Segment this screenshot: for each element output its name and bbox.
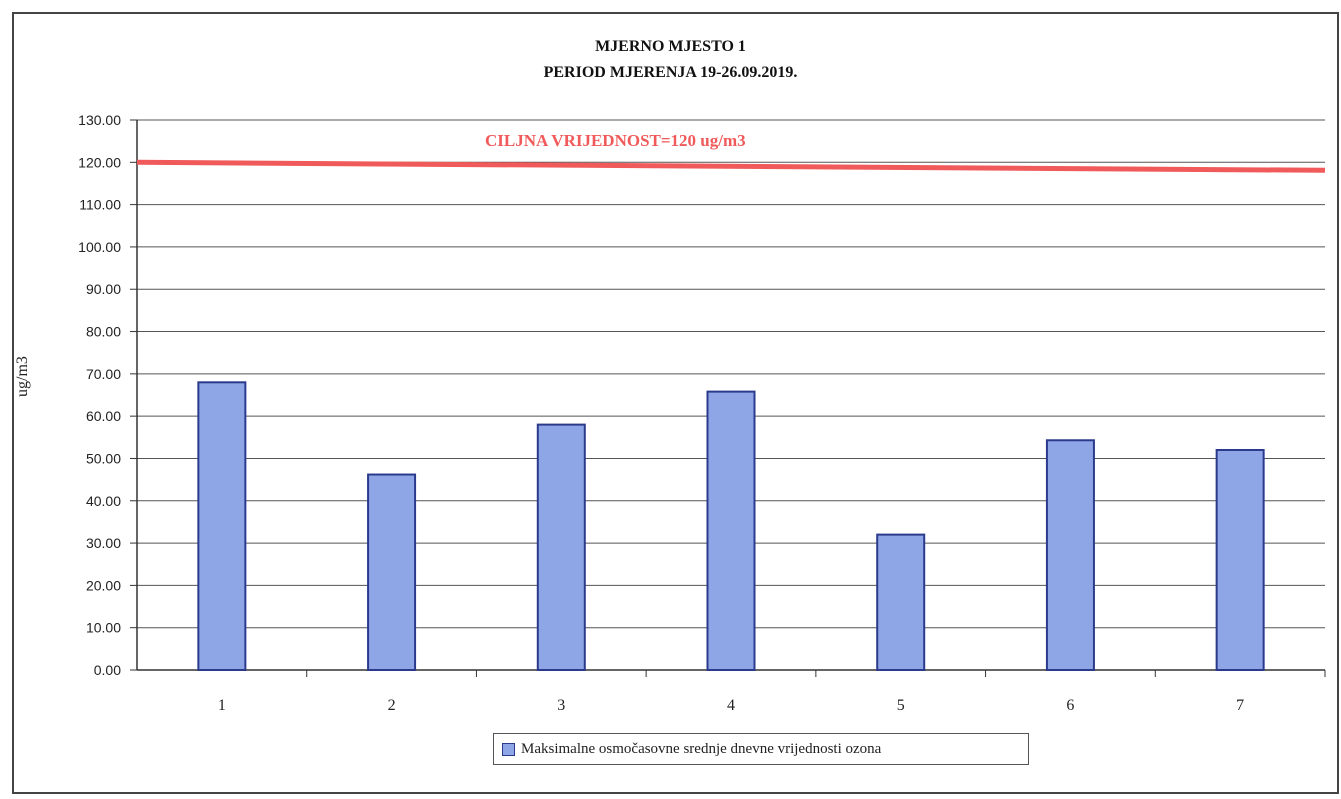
y-tick-label: 40.00 [86, 493, 121, 509]
y-tick-label: 80.00 [86, 324, 121, 340]
bar [706, 390, 756, 671]
y-tick-label: 10.00 [86, 620, 121, 636]
bar [1045, 439, 1095, 671]
chart-title: MJERNO MJESTO 1 [595, 38, 746, 55]
y-tick-label: 20.00 [86, 577, 121, 593]
target-line-label: CILJNA VRIJEDNOST=120 ug/m3 [485, 131, 746, 150]
y-tick-label: 120.00 [78, 154, 121, 170]
y-tick-label: 90.00 [86, 281, 121, 297]
chart-title-block: MJERNO MJESTO 1 PERIOD MJERENJA 19-26.09… [0, 34, 1341, 86]
bar [1215, 449, 1265, 671]
y-tick-label: 70.00 [86, 366, 121, 382]
legend: Maksimalne osmočasovne srednje dnevne vr… [493, 733, 1029, 765]
x-tick-label: 7 [1236, 697, 1244, 714]
bar [367, 473, 417, 671]
bar [536, 423, 586, 671]
y-tick-label: 60.00 [86, 408, 121, 424]
y-tick-label: 110.00 [79, 197, 121, 213]
x-tick-label: 4 [727, 697, 735, 714]
x-tick-label: 6 [1066, 697, 1074, 714]
x-tick-label: 5 [897, 697, 905, 714]
y-tick-label: 100.00 [78, 239, 121, 255]
y-tick-label: 0.00 [94, 662, 121, 678]
legend-swatch [502, 742, 515, 756]
x-tick-label: 3 [557, 697, 565, 714]
chart-subtitle: PERIOD MJERENJA 19-26.09.2019. [543, 64, 798, 81]
y-tick-label: 30.00 [86, 535, 121, 551]
legend-label: Maksimalne osmočasovne srednje dnevne vr… [521, 740, 882, 757]
bar [197, 381, 247, 671]
y-tick-label: 50.00 [86, 450, 121, 466]
x-tick-label: 2 [388, 697, 396, 714]
y-tick-label: 130.00 [78, 112, 121, 128]
bar [876, 533, 926, 671]
x-tick-label: 1 [218, 697, 226, 714]
target-line [136, 159, 1326, 173]
